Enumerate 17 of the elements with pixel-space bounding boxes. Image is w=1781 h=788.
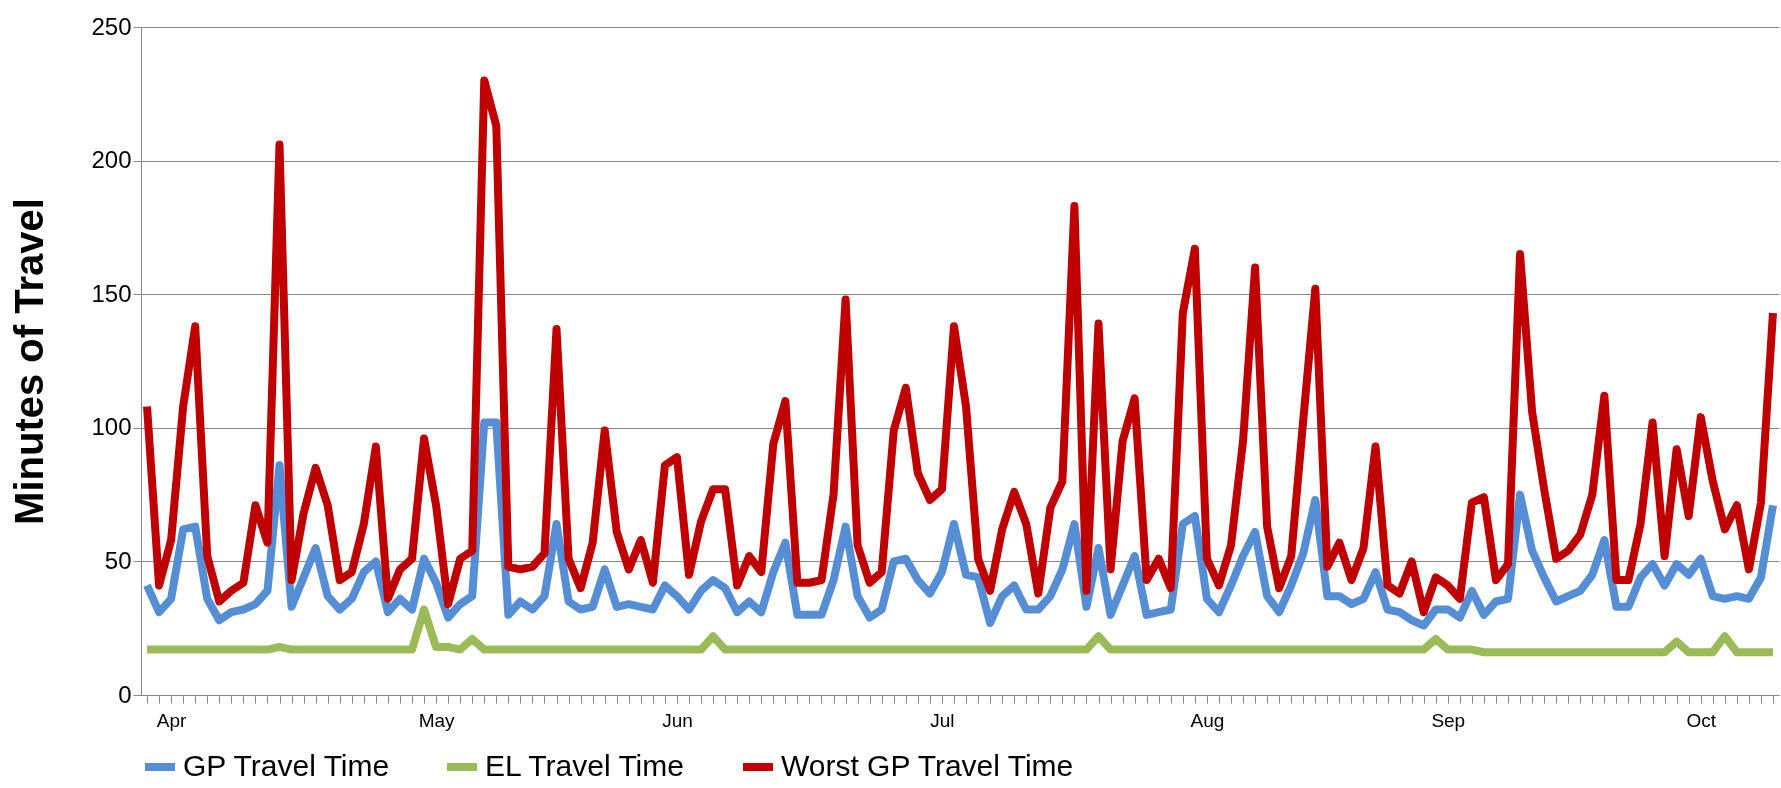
legend-label: GP Travel Time xyxy=(183,749,390,782)
y-tick-label: 0 xyxy=(118,680,132,708)
y-tick-label: 50 xyxy=(104,546,132,574)
x-tick-label: Jun xyxy=(662,709,693,731)
y-tick-label: 250 xyxy=(91,12,132,40)
x-tick-label: Oct xyxy=(1686,709,1717,731)
x-tick-label: Aug xyxy=(1190,709,1225,731)
legend-label: EL Travel Time xyxy=(485,749,684,782)
x-tick-label: Apr xyxy=(156,709,188,731)
y-tick-label: 100 xyxy=(91,413,132,441)
x-tick-label: Jul xyxy=(930,709,955,731)
x-tick-label: Sep xyxy=(1431,709,1466,731)
y-axis-title: Minutes of Travel xyxy=(7,198,52,525)
y-tick-label: 200 xyxy=(91,146,132,174)
legend-label: Worst GP Travel Time xyxy=(781,749,1074,782)
y-tick-label: 150 xyxy=(91,279,132,307)
x-tick-label: May xyxy=(418,709,456,731)
